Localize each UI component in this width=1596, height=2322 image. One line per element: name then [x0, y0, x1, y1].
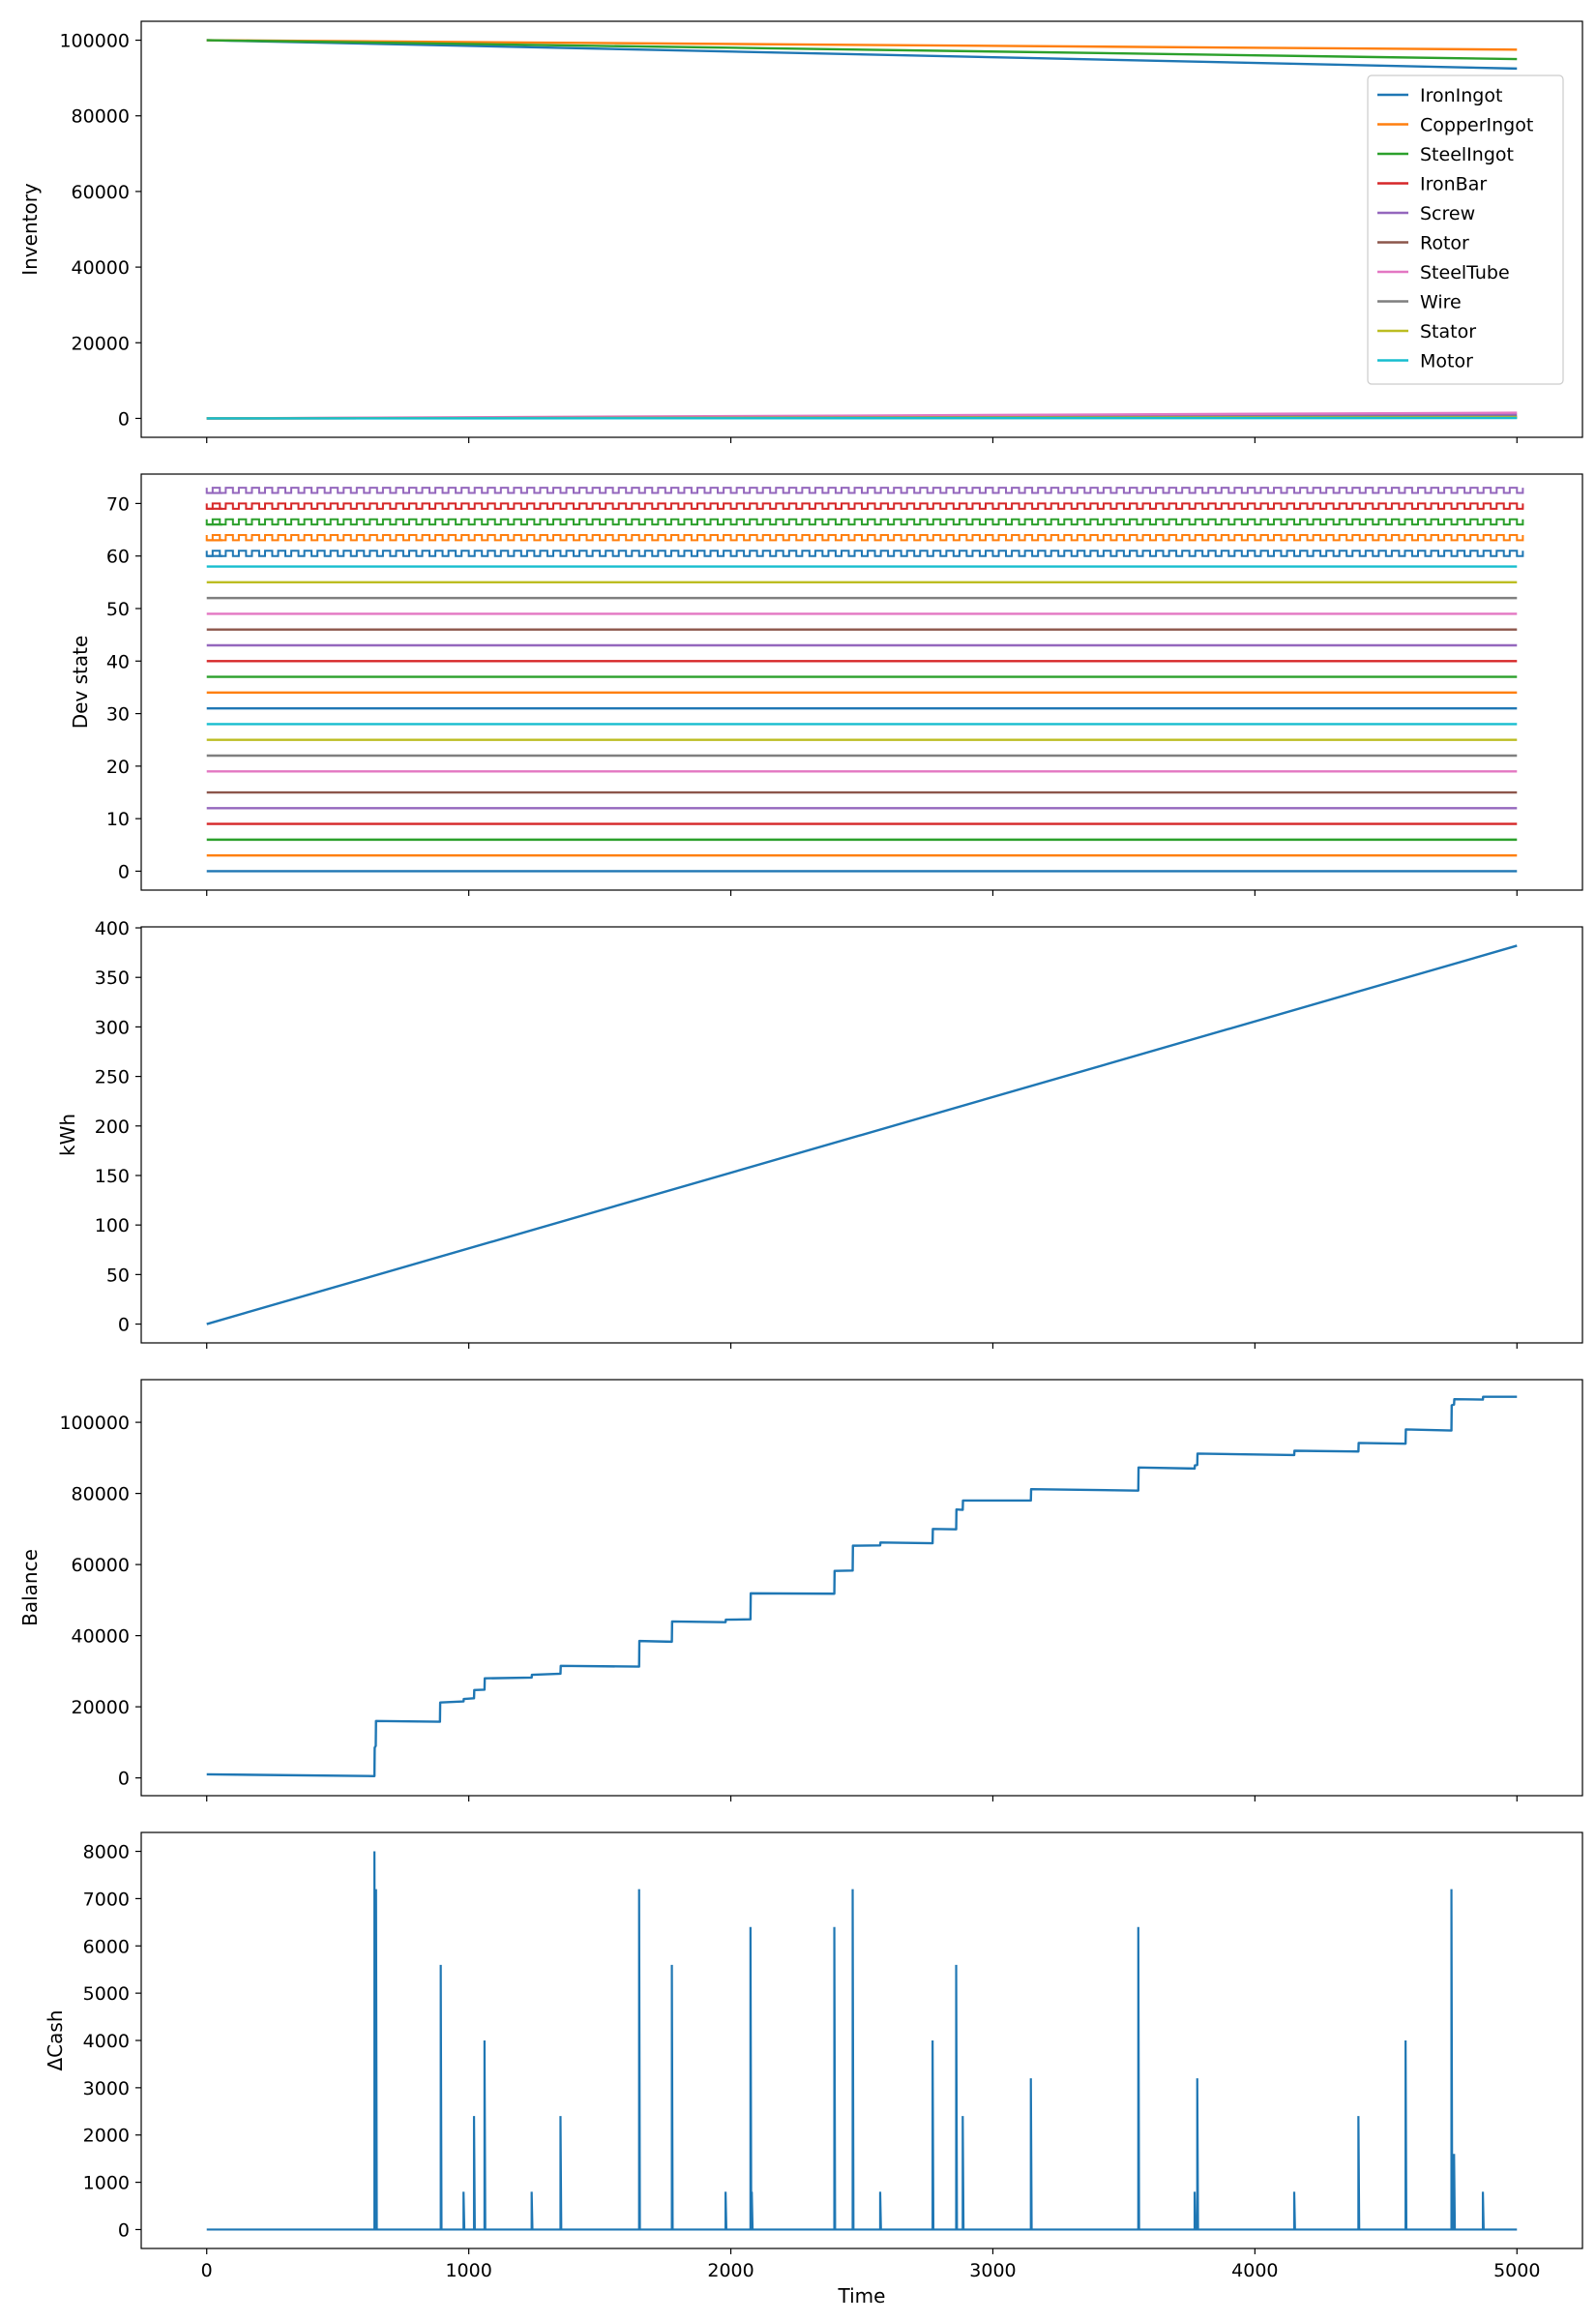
inventory-series-group [206, 39, 1518, 420]
balance-series-group [206, 1395, 1518, 1777]
x-tick-label: 5000 [1493, 2260, 1540, 2281]
y-tick-label: 200 [95, 1116, 130, 1138]
x-tick-label: 1000 [445, 2260, 491, 2281]
delta-cash-series-group [206, 1851, 1518, 2231]
x-tick-label: 0 [201, 2260, 213, 2281]
y-tick-label: 60 [106, 547, 130, 568]
y-tick-label: 40 [106, 651, 130, 672]
y-tick-label: 40000 [72, 1626, 130, 1648]
y-tick-label: 60000 [72, 182, 130, 203]
kwh-panel: 0 50 100 150 200 250 300 350 400 kWh [56, 918, 1583, 1349]
y-tick-label: 60000 [72, 1555, 130, 1576]
dev-state-oscillating-line [205, 487, 1524, 494]
y-tick-label: 6000 [83, 1936, 130, 1957]
y-tick-label: 8000 [83, 1842, 130, 1863]
legend-box [1367, 74, 1564, 385]
y-tick-label: 0 [118, 1769, 130, 1790]
legend: IronIngot CopperIngot SteelIngot IronBar Scr… [1367, 74, 1564, 385]
legend-label: CopperIngot [1420, 115, 1533, 136]
kwh-axes-frame [140, 926, 1583, 1344]
balance-axes-frame [140, 1379, 1583, 1797]
legend-label: SteelTube [1420, 262, 1510, 283]
dev-state-oscillating-line [205, 502, 1524, 510]
y-tick-label: 50 [106, 1265, 130, 1286]
y-tick-label: 100000 [59, 1413, 130, 1434]
legend-label: IronBar [1420, 174, 1487, 195]
ironingot-series-line [206, 39, 1518, 71]
kwh-y-axis-label: kWh [56, 1114, 79, 1156]
y-tick-label: 30 [106, 704, 130, 726]
x-axis-label: Time [838, 2284, 886, 2307]
delta-cash-panel: 0 1000 2000 3000 4000 5000 6000 7000 8000 0 1000 20… [44, 1831, 1583, 2281]
balance-panel: 0 20000 40000 60000 80000 100000 Balance [18, 1379, 1583, 1801]
balance-0-series-line [206, 1395, 1518, 1777]
delta-cash-y-axis-label: ΔCash [44, 2010, 67, 2071]
y-tick-label: 0 [118, 408, 130, 430]
x-tick-label: 4000 [1231, 2260, 1278, 2281]
y-tick-label: 70 [106, 493, 130, 515]
dev-state-series-group [205, 487, 1524, 873]
y-tick-label: 20 [106, 757, 130, 778]
steelingot-series-line [206, 39, 1518, 61]
kwh-series-group [206, 944, 1518, 1325]
legend-label: SteelIngot [1420, 144, 1514, 165]
y-tick-label: 20000 [72, 333, 130, 354]
dev-state-oscillating-line [205, 518, 1524, 526]
y-tick-label: 300 [95, 1017, 130, 1038]
y-tick-label: 100000 [59, 31, 130, 52]
inventory-axes-frame [140, 20, 1583, 438]
dev-state-panel: 0 10 20 30 40 50 60 70 Dev state [69, 473, 1583, 896]
y-tick-label: 50 [106, 599, 130, 620]
y-tick-label: 80000 [72, 106, 130, 128]
y-tick-label: 3000 [83, 2078, 130, 2099]
legend-label: Stator [1420, 321, 1476, 342]
y-tick-label: 400 [95, 918, 130, 939]
legend-label: IronIngot [1420, 85, 1502, 106]
inventory-panel: 0 20000 40000 60000 80000 100000 Inventory Iron… [18, 20, 1583, 443]
y-tick-label: 2000 [83, 2126, 130, 2147]
y-tick-label: 40000 [72, 257, 130, 279]
legend-label: Rotor [1420, 233, 1469, 254]
kwh-0-series-line [206, 944, 1518, 1325]
x-tick-label: 3000 [969, 2260, 1016, 2281]
dev-state-axes-frame [140, 473, 1583, 891]
y-tick-label: 20000 [72, 1697, 130, 1718]
y-tick-label: 1000 [83, 2173, 130, 2194]
y-tick-label: 250 [95, 1067, 130, 1088]
inventory-y-axis-label: Inventory [18, 183, 42, 276]
y-tick-label: 0 [118, 1315, 130, 1336]
balance-y-axis-label: Balance [18, 1549, 42, 1626]
y-tick-label: 100 [95, 1215, 130, 1236]
y-tick-label: 10 [106, 809, 130, 830]
y-tick-label: 0 [118, 861, 130, 882]
y-tick-label: 0 [118, 2219, 130, 2241]
copperingot-series-line [206, 39, 1518, 51]
x-tick-label: 2000 [707, 2260, 754, 2281]
legend-label: Screw [1420, 203, 1475, 224]
y-tick-label: 7000 [83, 1889, 130, 1910]
legend-label: Motor [1420, 351, 1473, 372]
y-tick-label: 4000 [83, 2031, 130, 2052]
dev-state-oscillating-line [205, 550, 1524, 557]
dev-state-y-axis-label: Dev state [69, 636, 92, 729]
dev-state-oscillating-line [205, 533, 1524, 542]
y-tick-label: 150 [95, 1166, 130, 1187]
y-tick-label: 80000 [72, 1484, 130, 1505]
legend-label: Wire [1420, 292, 1462, 313]
y-tick-label: 5000 [83, 1983, 130, 2005]
y-tick-label: 350 [95, 968, 130, 989]
